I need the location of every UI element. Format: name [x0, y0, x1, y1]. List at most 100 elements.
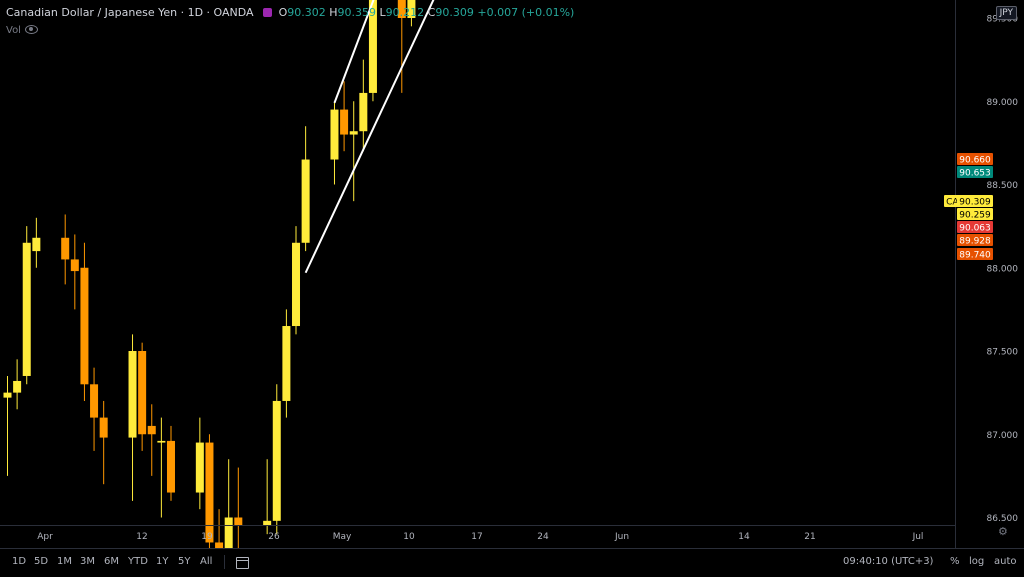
candle-body: [70, 259, 79, 272]
close-label: C: [427, 6, 436, 19]
channel-lower-line: [304, 0, 435, 274]
low-label: L: [379, 6, 386, 19]
toolbar-divider: [224, 555, 225, 569]
candle-body: [234, 517, 243, 526]
candle-body: [272, 400, 281, 521]
candle-body: [224, 517, 233, 548]
candle-body: [263, 520, 272, 526]
range-ytd-button[interactable]: YTD: [128, 556, 148, 567]
candle-body: [397, 0, 406, 18]
candle-body: [147, 425, 156, 435]
candle-body: [22, 242, 31, 376]
candle-body: [3, 392, 12, 398]
price-label-bg: [957, 195, 993, 207]
open-value: 90.302: [287, 6, 326, 19]
price-label: 89.928: [957, 234, 993, 247]
low-value: 90.212: [385, 6, 425, 19]
trend-channel: [304, 0, 435, 274]
candle-body: [128, 351, 137, 438]
candle: [215, 509, 224, 548]
price-label: 90.653: [957, 166, 993, 179]
channel-upper-line: [333, 0, 375, 104]
candle: [99, 400, 108, 485]
candle: [128, 334, 137, 501]
percent-toggle[interactable]: %: [950, 556, 960, 567]
x-tick-label: Jun: [614, 532, 629, 542]
range-1d-button[interactable]: 1D: [12, 556, 27, 567]
price-label-bg: [957, 153, 993, 165]
clock-time[interactable]: 09:40:10 (UTC+3): [843, 556, 934, 567]
range-1y-button[interactable]: 1Y: [156, 556, 169, 567]
candle-body: [13, 380, 22, 393]
candle-body: [359, 92, 368, 132]
settings-gear-icon[interactable]: ⚙: [998, 525, 1008, 538]
x-tick-label: Jul: [912, 532, 924, 542]
high-label: H: [329, 6, 338, 19]
range-5d-button[interactable]: 5D: [34, 556, 49, 567]
candle: [32, 217, 41, 268]
candle-body: [301, 159, 310, 243]
axes: 86.50087.00087.50088.00088.50089.00089.5…: [0, 0, 1018, 548]
x-tick-label: 26: [268, 532, 280, 542]
range-3m-button[interactable]: 3M: [80, 556, 95, 567]
candle-body: [166, 440, 175, 493]
price-label-bg: [957, 221, 993, 233]
candle: [301, 126, 310, 252]
candle: [359, 59, 368, 152]
candle-body: [61, 237, 70, 260]
candle: [61, 214, 70, 285]
candle-body: [138, 351, 147, 435]
candle-body: [407, 0, 416, 18]
y-tick-label: 87.000: [987, 431, 1019, 441]
price-label: 90.063: [957, 221, 993, 234]
candle: [80, 242, 89, 401]
candle-body: [349, 131, 358, 135]
range-6m-button[interactable]: 6M: [104, 556, 119, 567]
symbol-title[interactable]: Canadian Dollar / Japanese Yen · 1D · OA…: [6, 6, 254, 19]
candle: [205, 434, 214, 548]
x-tick-label: 17: [471, 532, 482, 542]
auto-toggle[interactable]: auto: [994, 556, 1017, 567]
price-label-bg: [957, 248, 993, 260]
x-tick-label: Apr: [37, 532, 53, 542]
price-chart[interactable]: 86.50087.00087.50088.00088.50089.00089.5…: [0, 0, 1024, 548]
price-label-text: 90.309: [959, 198, 991, 208]
candle: [330, 101, 339, 185]
y-tick-label: 88.000: [987, 264, 1019, 274]
chart-header: Canadian Dollar / Japanese Yen · 1D · OA…: [6, 6, 574, 19]
close-value: 90.309: [435, 6, 474, 19]
candle-body: [195, 442, 204, 493]
candle-body: [205, 442, 214, 543]
candle: [22, 226, 31, 385]
price-label-bg: [957, 208, 993, 220]
bottom-toolbar: 1D 5D 1M 3M 6M YTD 1Y 5Y All 09:40:10 (U…: [0, 548, 1024, 577]
price-label-text: 89.740: [959, 251, 991, 261]
x-tick-label: 10: [403, 532, 415, 542]
price-label-text: 90.063: [959, 224, 991, 234]
volume-indicator[interactable]: Vol: [6, 25, 38, 36]
candle: [3, 375, 12, 476]
price-label-text: 90.259: [959, 211, 991, 221]
candle: [234, 467, 243, 548]
x-tick-label: 21: [804, 532, 815, 542]
x-tick-label: 14: [738, 532, 750, 542]
price-label-bg: [957, 234, 993, 246]
price-label-text: 90.660: [959, 156, 991, 166]
range-1m-button[interactable]: 1M: [57, 556, 72, 567]
price-label-bg: [957, 166, 993, 178]
log-toggle[interactable]: log: [969, 556, 985, 567]
x-tick-label: 19: [201, 532, 213, 542]
y-tick-label: 89.000: [987, 98, 1019, 108]
price-label: 90.259: [957, 208, 993, 221]
candle-body: [157, 440, 166, 443]
eye-icon[interactable]: [24, 25, 38, 34]
volume-label: Vol: [6, 25, 21, 36]
range-5y-button[interactable]: 5Y: [178, 556, 191, 567]
candle: [90, 367, 99, 451]
range-all-button[interactable]: All: [200, 556, 213, 567]
y-tick-label: 88.500: [987, 181, 1019, 191]
currency-badge[interactable]: JPY: [995, 6, 1017, 20]
y-tick-label: 87.500: [987, 348, 1019, 358]
candle-body: [292, 242, 301, 327]
calendar-icon[interactable]: [236, 557, 249, 569]
